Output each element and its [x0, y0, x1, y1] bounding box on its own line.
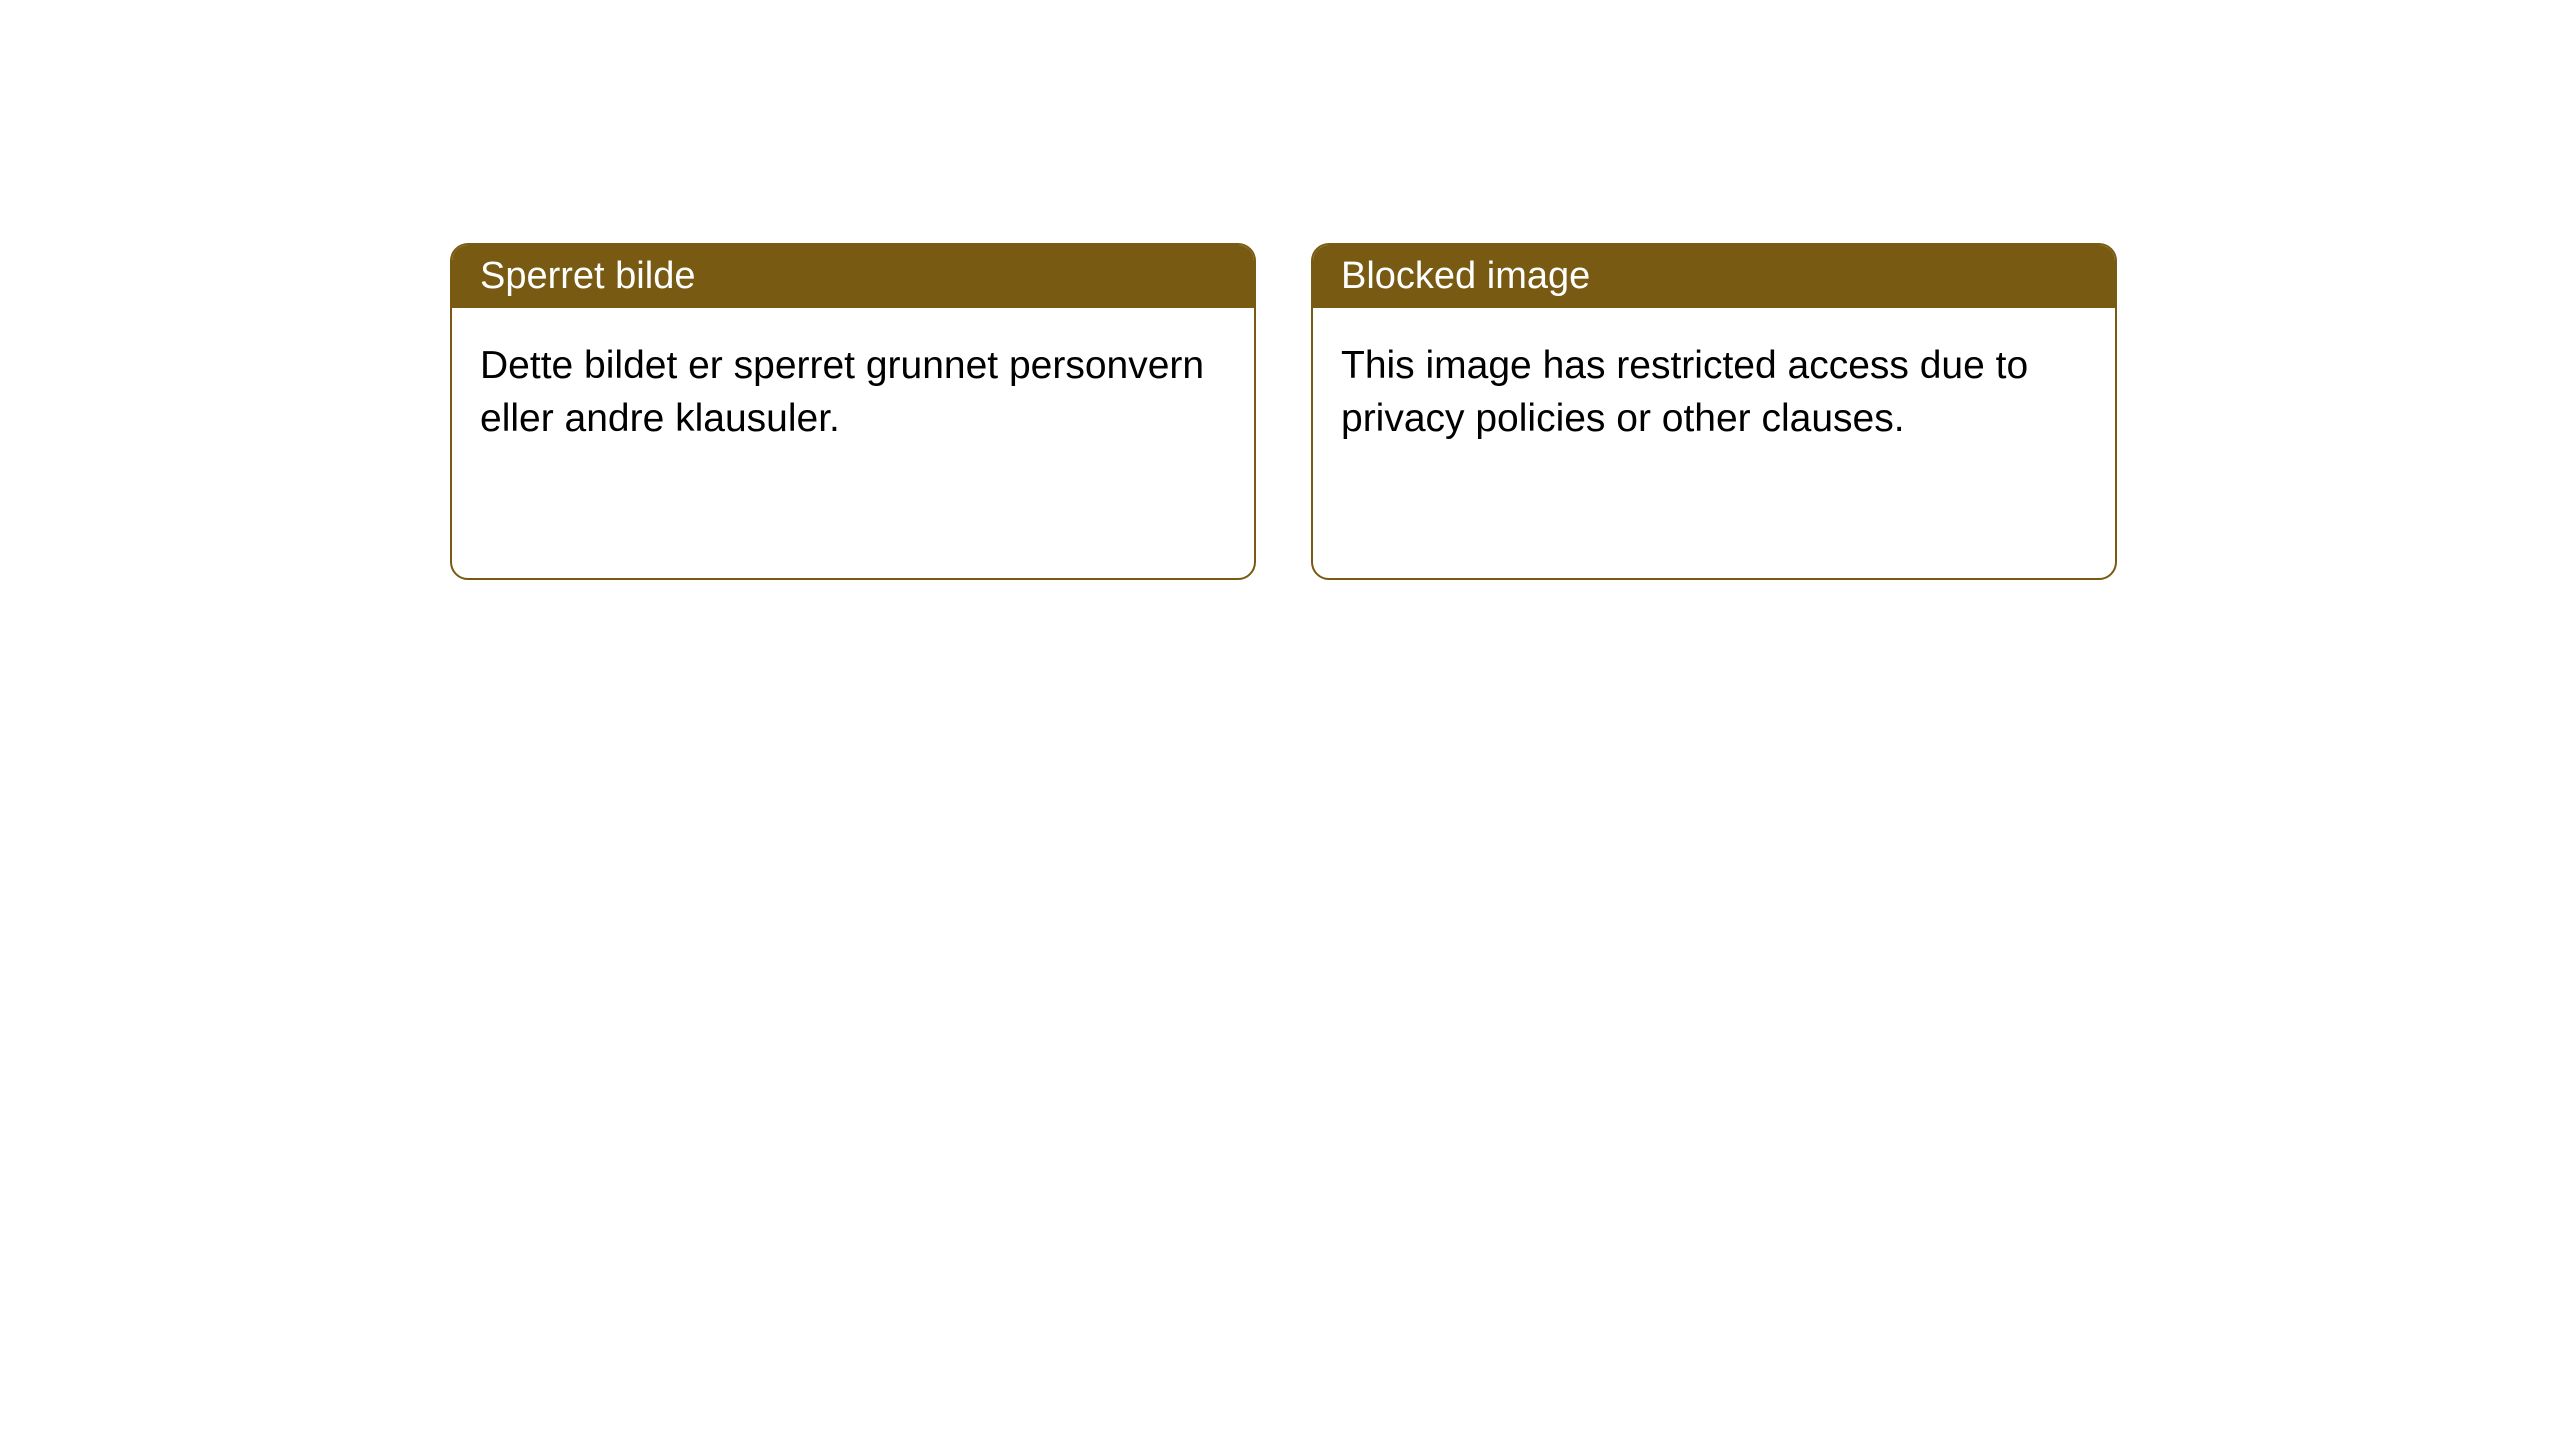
notice-card-english: Blocked image This image has restricted … [1311, 243, 2117, 580]
card-header-english: Blocked image [1313, 245, 2115, 308]
notice-card-norwegian: Sperret bilde Dette bildet er sperret gr… [450, 243, 1256, 580]
card-header-norwegian: Sperret bilde [452, 245, 1254, 308]
card-body-norwegian: Dette bildet er sperret grunnet personve… [452, 308, 1254, 578]
notice-container: Sperret bilde Dette bildet er sperret gr… [0, 0, 2560, 580]
card-body-english: This image has restricted access due to … [1313, 308, 2115, 578]
